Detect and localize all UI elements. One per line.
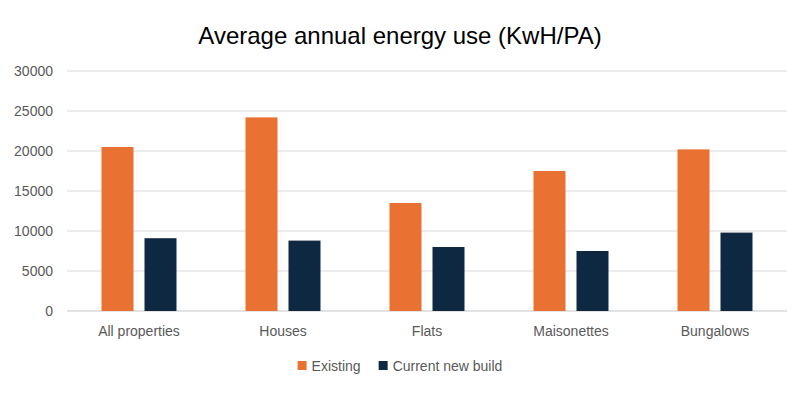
bar <box>577 251 609 311</box>
background <box>0 0 800 393</box>
y-tick-label: 25000 <box>14 103 53 119</box>
bar <box>390 203 422 311</box>
y-tick-label: 15000 <box>14 183 53 199</box>
x-tick-label: Maisonettes <box>533 323 608 339</box>
bar <box>433 247 465 311</box>
bar <box>534 171 566 311</box>
bar <box>678 149 710 311</box>
legend: Existing Current new build <box>298 358 503 374</box>
y-tick-label: 30000 <box>14 63 53 79</box>
bar <box>246 117 278 311</box>
grid-line <box>67 71 787 72</box>
x-tick-label: Houses <box>259 323 306 339</box>
chart: Average annual energy use (KwH/PA) 0 5000 1… <box>0 0 800 393</box>
y-tick-label: 10000 <box>14 223 53 239</box>
x-tick-label: All properties <box>98 323 180 339</box>
grid-line <box>67 111 787 112</box>
legend-label: Existing <box>312 358 361 374</box>
bar <box>289 241 321 311</box>
y-tick-label: 20000 <box>14 143 53 159</box>
y-tick-label: 0 <box>45 303 53 319</box>
y-tick-label: 5000 <box>22 263 53 279</box>
bar <box>145 238 177 311</box>
title: Average annual energy use (KwH/PA) <box>198 22 601 49</box>
legend-swatch <box>379 361 388 370</box>
x-tick-label: Bungalows <box>681 323 750 339</box>
bar <box>102 147 134 311</box>
bar <box>721 233 753 311</box>
legend-label: Current new build <box>393 358 503 374</box>
legend-swatch <box>298 361 307 370</box>
x-tick-label: Flats <box>412 323 442 339</box>
